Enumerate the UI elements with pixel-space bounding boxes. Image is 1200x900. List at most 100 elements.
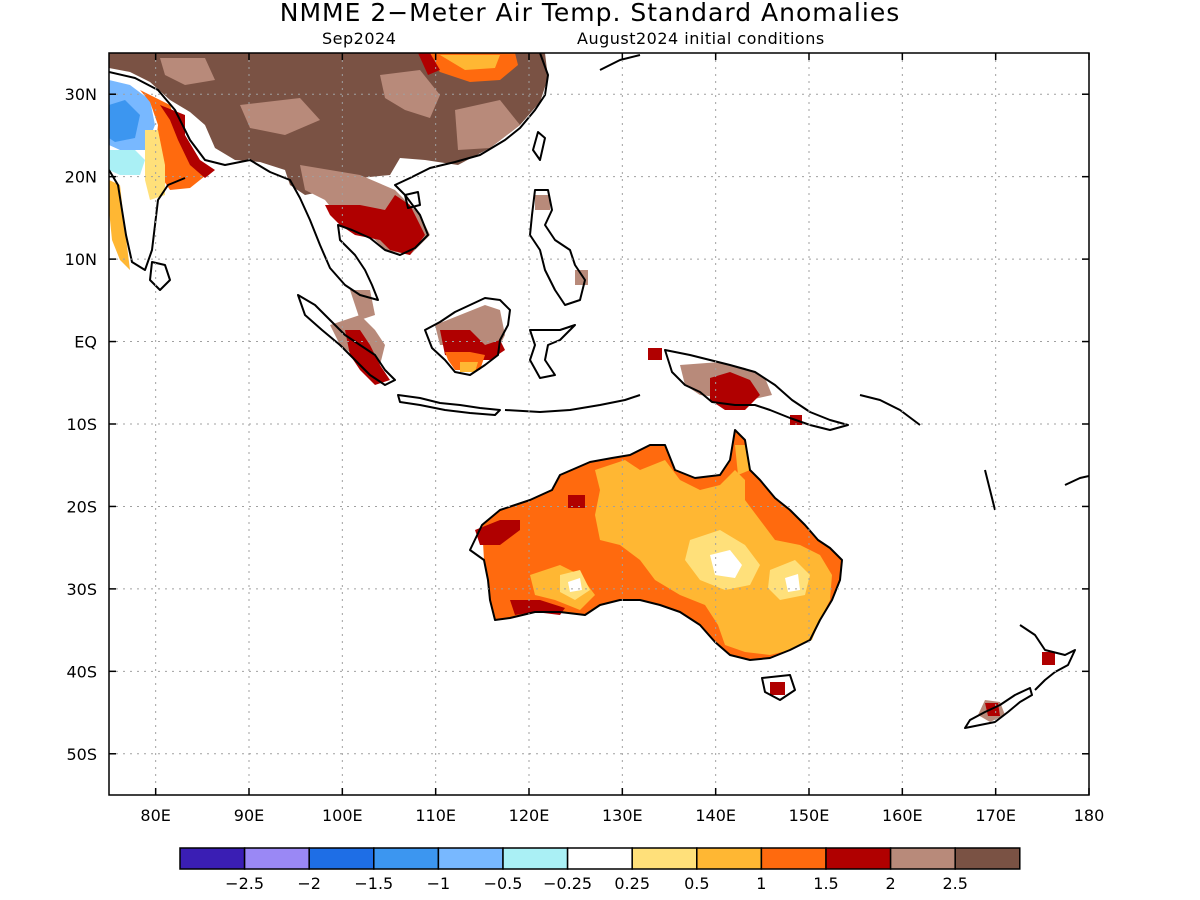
region-asia-dark: [109, 53, 548, 195]
coastline-solomons: [859, 394, 921, 426]
legend-label: −1: [427, 874, 451, 893]
region-thailand-hot: [325, 195, 425, 255]
region-australia-hot: [568, 495, 585, 508]
region-australia-neutral: [710, 550, 742, 578]
legend-swatch: [502, 847, 569, 870]
coastline-borneo: [424, 297, 511, 376]
region-india-coast: [109, 180, 130, 270]
coastline-sumatra: [297, 294, 396, 386]
region-sumatra-hot: [345, 330, 390, 385]
region-asia-light: [455, 100, 520, 150]
lon-tick-label: 80E: [140, 806, 170, 825]
legend-swatch: [889, 847, 956, 870]
lon-tick-label: 180: [1074, 806, 1105, 825]
lon-tick-label: 90E: [234, 806, 264, 825]
coastline-java: [397, 394, 501, 416]
coastline-asia: [109, 53, 549, 301]
region-new-guinea-hot: [648, 348, 662, 360]
axis-ticks: [109, 53, 1090, 795]
coastline-sri-lanka: [149, 261, 171, 291]
lat-tick-label: EQ: [74, 333, 97, 352]
legend-label: −2.5: [225, 874, 264, 893]
coastline-philippines: [529, 189, 586, 306]
forecast-month: Sep2024: [322, 29, 397, 48]
region-australia-hot: [770, 682, 785, 695]
legend-label: 0.5: [684, 874, 709, 893]
graticule: [109, 53, 1089, 795]
legend-swatch: [566, 847, 633, 870]
legend-label: −2: [297, 874, 321, 893]
coastline-new-guinea: [664, 349, 849, 431]
legend-swatch: [760, 847, 827, 870]
lon-tick-label: 120E: [509, 806, 550, 825]
map-title: NMME 2−Meter Air Temp. Standard Anomalie…: [279, 0, 901, 27]
lon-tick-label: 110E: [415, 806, 456, 825]
lat-tick-label: 30S: [66, 580, 97, 599]
region-philippines: [535, 195, 550, 210]
coastline-pacific-islands: [984, 469, 996, 511]
legend-label: 2.5: [942, 874, 967, 893]
coastline-sulawesi: [529, 324, 576, 379]
latitude-labels: 30N 20N 10N EQ 10S 20S 30S 40S 50S: [65, 85, 97, 764]
region-asia-light: [160, 58, 215, 85]
legend-swatch: [954, 847, 1021, 870]
lat-tick-label: 30N: [65, 85, 97, 104]
anomaly-fill-layer: [109, 53, 1055, 722]
lon-tick-label: 130E: [602, 806, 643, 825]
lon-tick-label: 160E: [882, 806, 923, 825]
legend-swatch: [631, 847, 698, 870]
legend-swatch: [437, 847, 504, 870]
coastline-fiji: [1064, 475, 1089, 486]
region-india-hot: [160, 105, 215, 178]
legend-label: 0.25: [614, 874, 650, 893]
legend-label: −1.5: [354, 874, 393, 893]
region-new-guinea-hot: [710, 372, 760, 410]
legend-label: −0.5: [484, 874, 523, 893]
legend-swatch: [179, 847, 246, 870]
legend-label: −0.25: [543, 874, 592, 893]
color-legend: −2.5 −2 −1.5 −1 −0.5 −0.25 0.25 0.5 1 1.5 2 2.5: [179, 847, 1021, 893]
lon-tick-label: 100E: [322, 806, 363, 825]
longitude-labels: 80E 90E 100E 110E 120E 130E 140E 150E 160E 170E 18…: [140, 806, 1104, 825]
legend-swatch: [696, 847, 763, 870]
lat-tick-label: 20S: [66, 497, 97, 516]
coastline-taiwan: [532, 131, 546, 161]
legend-swatch: [308, 847, 375, 870]
coastline-layer: [109, 53, 1089, 729]
map-frame: [108, 52, 1090, 796]
legend-label: 1: [756, 874, 766, 893]
lat-tick-label: 10N: [65, 250, 97, 269]
region-philippines: [575, 270, 588, 285]
coastline-new-zealand-south: [964, 687, 1033, 729]
lat-tick-label: 40S: [66, 662, 97, 681]
legend-swatch: [373, 847, 440, 870]
region-australia-hot: [475, 520, 520, 545]
legend-label: 2: [886, 874, 896, 893]
coastline-lesser-sunda: [504, 394, 641, 413]
lon-tick-label: 150E: [789, 806, 830, 825]
coastline-india: [109, 169, 186, 271]
legend-swatch: [243, 847, 310, 870]
lon-tick-label: 140E: [695, 806, 736, 825]
coastline-tasmania: [761, 674, 796, 701]
region-india-cold-core: [109, 100, 140, 142]
lon-tick-label: 170E: [975, 806, 1016, 825]
initial-conditions: August2024 initial conditions: [577, 29, 825, 48]
lat-tick-label: 20N: [65, 168, 97, 187]
region-asia-light: [240, 98, 320, 135]
region-australia-neutral: [785, 574, 800, 592]
region-india-cool: [109, 150, 145, 175]
region-china-warm-edge: [418, 53, 440, 75]
coastline-japan: [599, 54, 641, 71]
legend-label: 1.5: [813, 874, 838, 893]
region-new-zealand-hot: [1042, 652, 1055, 665]
legend-swatch: [825, 847, 892, 870]
coastline-australia: [469, 429, 843, 661]
coastline-new-zealand-north: [1019, 624, 1076, 691]
coastline-hainan: [404, 191, 421, 209]
region-india-mild: [145, 130, 165, 200]
lat-tick-label: 10S: [66, 415, 97, 434]
lat-tick-label: 50S: [66, 745, 97, 764]
region-borneo-mild: [460, 362, 478, 372]
